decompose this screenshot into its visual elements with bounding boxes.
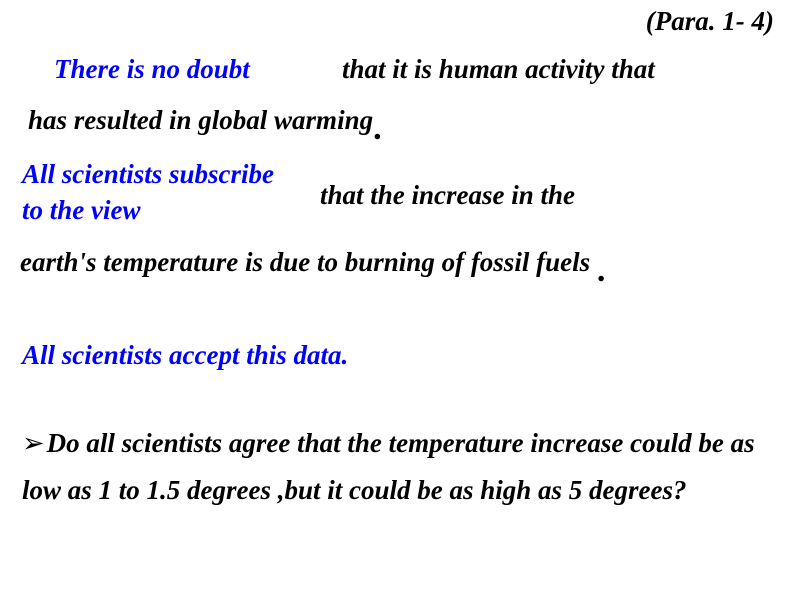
emphasis-text-1: There is no doubt [54, 54, 250, 85]
period-1: . [373, 110, 382, 147]
body-text-3: that the increase in the [320, 180, 575, 211]
emphasis-text-3: All scientists accept this data. [22, 340, 348, 371]
body-text-4: earth's temperature is due to burning of… [20, 247, 590, 277]
body-text-1: that it is human activity that [342, 54, 655, 85]
question-paragraph: ➢Do all scientists agree that the temper… [22, 420, 764, 515]
bullet-icon: ➢ [22, 428, 45, 458]
slide-container: (Para. 1- 4) There is no doubt that it i… [0, 0, 794, 596]
sentence-1-line-1: There is no doubt that it is human activ… [54, 54, 250, 85]
sentence-1-line-2: has resulted in global warming. [28, 100, 382, 138]
question-text: Do all scientists agree that the tempera… [22, 428, 755, 505]
emphasis-text-2: All scientists subscribe to the view [22, 156, 274, 229]
sentence-2-line-2: earth's temperature is due to burning of… [20, 242, 605, 280]
paragraph-reference: (Para. 1- 4) [646, 6, 774, 37]
period-2: . [597, 252, 606, 289]
body-text-2: has resulted in global warming [28, 105, 373, 135]
